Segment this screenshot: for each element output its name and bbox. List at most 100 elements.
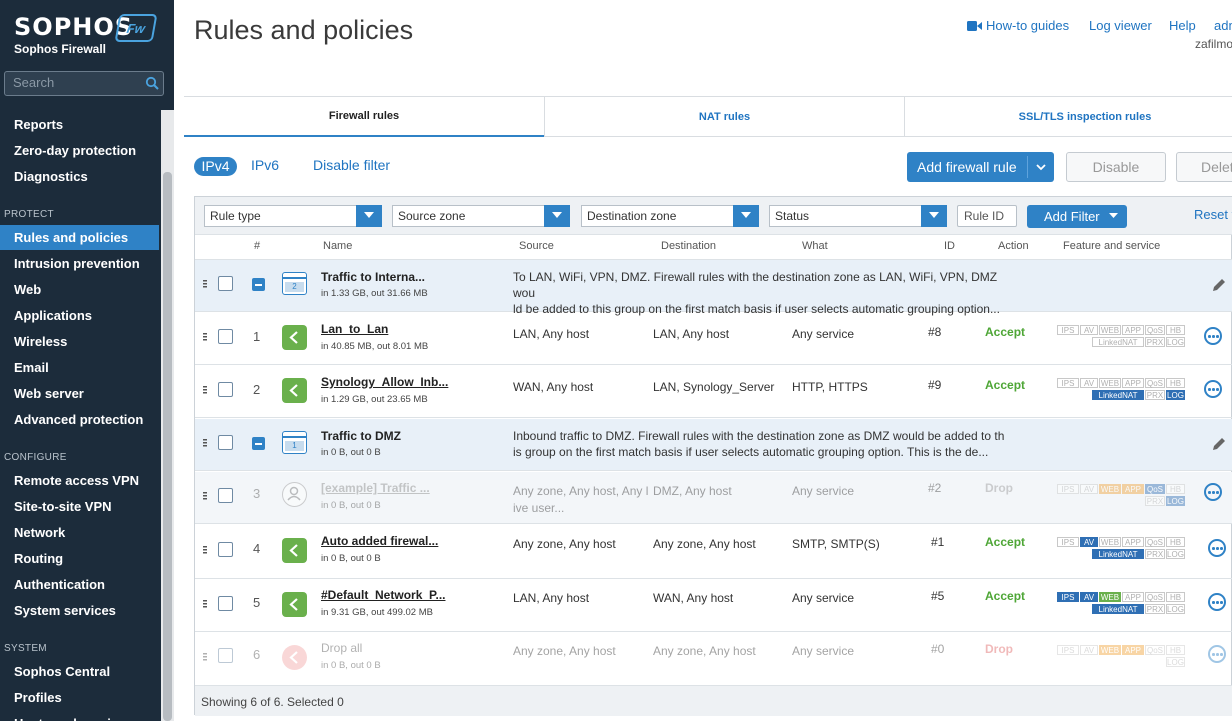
destination-zone-select[interactable]: Destination zone	[581, 205, 759, 227]
column-feature-and-service[interactable]: Feature and service	[1063, 240, 1161, 252]
rule-type-select[interactable]: Rule type	[204, 205, 382, 227]
drag-handle-icon[interactable]	[203, 492, 207, 500]
rule-name-link[interactable]: [example] Traffic ...	[321, 481, 430, 495]
disable-filter-link[interactable]: Disable filter	[313, 157, 391, 173]
dropdown-button[interactable]	[733, 205, 759, 227]
table-row-group[interactable]: 1 Traffic to DMZ in 0 B, out 0 B Inbound…	[195, 419, 1232, 471]
row-checkbox[interactable]	[218, 648, 233, 663]
column-name[interactable]: Name	[323, 240, 353, 252]
rule-name-link[interactable]: #Default_Network_P...	[321, 588, 446, 602]
drag-handle-icon[interactable]	[203, 333, 207, 341]
rule-name-link[interactable]: Lan_to_Lan	[321, 322, 389, 336]
dropdown-button[interactable]	[921, 205, 947, 227]
rule-id-input[interactable]: Rule ID	[957, 205, 1017, 227]
ipv4-toggle[interactable]: IPv4	[194, 157, 237, 176]
collapse-group-icon[interactable]	[252, 437, 265, 450]
column-what[interactable]: What	[802, 240, 828, 252]
more-options-icon[interactable]	[1208, 593, 1226, 611]
source-zone-select[interactable]: Source zone	[392, 205, 570, 227]
column-number[interactable]: #	[254, 240, 261, 252]
dropdown-button[interactable]	[356, 205, 382, 227]
drag-handle-icon[interactable]	[203, 546, 207, 554]
reset-filter-link[interactable]: Reset filter	[1194, 207, 1232, 222]
table-row[interactable]: 3 [example] Traffic ... in 0 B, out 0 B …	[195, 472, 1232, 524]
row-checkbox[interactable]	[218, 329, 233, 344]
sidebar-item-intrusion-prevention[interactable]: Intrusion prevention	[14, 256, 140, 271]
group-name[interactable]: Traffic to Interna...	[321, 270, 426, 284]
row-checkbox[interactable]	[218, 382, 233, 397]
row-checkbox[interactable]	[218, 596, 233, 611]
sidebar-item-system-services[interactable]: System services	[14, 603, 116, 618]
more-options-icon[interactable]	[1208, 645, 1226, 663]
row-checkbox[interactable]	[218, 488, 233, 503]
drag-handle-icon[interactable]	[203, 439, 207, 447]
status-select[interactable]: Status	[769, 205, 947, 227]
table-row[interactable]: 5 #Default_Network_P... in 9.31 GB, out …	[195, 580, 1232, 632]
sidebar-item-network[interactable]: Network	[14, 525, 66, 540]
sidebar-item-remote-access-vpn[interactable]: Remote access VPN	[14, 473, 140, 488]
sidebar-item-reports[interactable]: Reports	[14, 117, 64, 132]
sidebar-item-hosts-and-services[interactable]: Hosts and services	[0, 711, 159, 721]
add-filter-button[interactable]: Add Filter	[1027, 205, 1127, 228]
sidebar-item-routing[interactable]: Routing	[14, 551, 64, 566]
search-icon[interactable]	[145, 76, 159, 90]
more-options-icon[interactable]	[1204, 380, 1222, 398]
sidebar-item-profiles[interactable]: Profiles	[14, 690, 62, 705]
badge-ips: IPS	[1057, 592, 1079, 602]
sidebar-scrollbar-thumb[interactable]	[163, 172, 172, 721]
how-to-guides-link[interactable]: How-to guides	[986, 18, 1070, 33]
rule-name-link[interactable]: Synology_Allow_Inb...	[321, 375, 449, 389]
column-source[interactable]: Source	[519, 240, 554, 252]
more-options-icon[interactable]	[1204, 327, 1222, 345]
row-checkbox[interactable]	[218, 542, 233, 557]
column-destination[interactable]: Destination	[661, 240, 717, 252]
sidebar-item-wireless[interactable]: Wireless	[14, 334, 68, 349]
sidebar-item-diagnostics[interactable]: Diagnostics	[14, 169, 88, 184]
edit-pencil-icon[interactable]	[1211, 277, 1227, 293]
sidebar-item-applications[interactable]: Applications	[14, 308, 93, 323]
edit-pencil-icon[interactable]	[1211, 436, 1227, 452]
tab-firewall-rules[interactable]: Firewall rules	[184, 97, 544, 137]
drag-handle-icon[interactable]	[203, 280, 207, 288]
row-checkbox[interactable]	[218, 276, 233, 291]
collapse-group-icon[interactable]	[252, 278, 265, 291]
sidebar-item-web-server[interactable]: Web server	[14, 386, 84, 401]
dropdown-button[interactable]	[544, 205, 570, 227]
help-link[interactable]: Help	[1169, 18, 1196, 33]
column-action[interactable]: Action	[998, 240, 1029, 252]
table-row[interactable]: 2 Synology_Allow_Inb... in 1.29 GB, out …	[195, 366, 1232, 418]
sidebar-item-email[interactable]: Email	[14, 360, 49, 375]
admin-menu-link[interactable]: admin	[1214, 18, 1232, 33]
brand[interactable]: SOPHOS Sophos Firewall	[14, 14, 133, 56]
rule-name-link[interactable]: Auto added firewal...	[321, 534, 439, 548]
sidebar-item-advanced-protection[interactable]: Advanced protection	[14, 412, 144, 427]
group-name[interactable]: Traffic to DMZ	[321, 429, 401, 443]
drag-handle-icon[interactable]	[203, 600, 207, 608]
rule-name[interactable]: Drop all	[321, 641, 363, 655]
table-row[interactable]: 1 Lan_to_Lan in 40.85 MB, out 8.01 MB LA…	[195, 313, 1232, 365]
sidebar-item-sophos-central[interactable]: Sophos Central	[14, 664, 111, 679]
more-options-icon[interactable]	[1208, 539, 1226, 557]
add-firewall-rule-button[interactable]: Add firewall rule	[907, 152, 1054, 182]
delete-button[interactable]: Delete	[1176, 152, 1232, 182]
more-options-icon[interactable]	[1204, 483, 1222, 501]
table-row[interactable]: 4 Auto added firewal... in 0 B, out 0 B …	[195, 525, 1232, 579]
chevron-down-icon[interactable]	[1036, 163, 1046, 171]
table-row-group[interactable]: 2 Traffic to Interna... in 1.33 GB, out …	[195, 260, 1232, 316]
sidebar-item-authentication[interactable]: Authentication	[14, 577, 105, 592]
sidebar-item-web[interactable]: Web	[14, 282, 42, 297]
search-input[interactable]: Search	[4, 71, 164, 96]
drag-handle-icon[interactable]	[203, 653, 207, 661]
drag-handle-icon[interactable]	[203, 386, 207, 394]
tab-nat-rules[interactable]: NAT rules	[698, 111, 751, 123]
sidebar-item-site-to-site-vpn[interactable]: Site-to-site VPN	[14, 499, 112, 514]
table-row[interactable]: 6 Drop all in 0 B, out 0 B Any zone, Any…	[195, 633, 1232, 685]
disable-button[interactable]: Disable	[1066, 152, 1166, 182]
row-checkbox[interactable]	[218, 435, 233, 450]
sidebar-item-zero-day-protection[interactable]: Zero-day protection	[14, 143, 137, 158]
sidebar-item-rules-and-policies[interactable]: Rules and policies	[0, 225, 159, 250]
ipv6-toggle[interactable]: IPv6	[251, 157, 280, 173]
tab-ssl-tls-inspection-rules[interactable]: SSL/TLS inspection rules	[1018, 111, 1152, 123]
log-viewer-link[interactable]: Log viewer	[1089, 18, 1152, 33]
column-id[interactable]: ID	[944, 240, 955, 252]
